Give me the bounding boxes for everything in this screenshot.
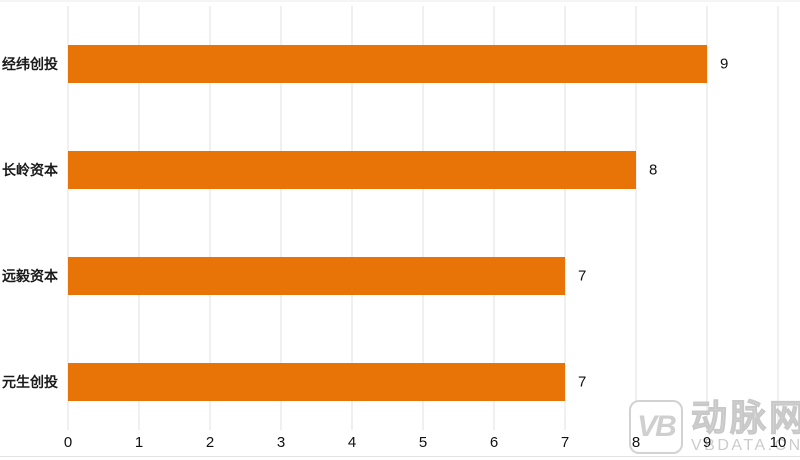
gridline (777, 6, 779, 430)
x-axis-tick-label: 3 (276, 434, 286, 451)
x-axis-tick-label: 0 (63, 434, 73, 451)
gridline (67, 6, 69, 430)
x-axis-tick-label: 1 (134, 434, 144, 451)
plot-area: 9 8 7 7 (67, 6, 779, 430)
gridline (280, 6, 282, 430)
category-label: 经纬创投 (2, 56, 58, 72)
x-axis-tick-label: 5 (418, 434, 428, 451)
bar-row: 9 (68, 6, 778, 112)
bar (68, 151, 636, 190)
gridline (635, 6, 637, 430)
chart-body: 经纬创投长岭资本远毅资本元生创投 9 8 7 7 (0, 6, 779, 430)
bar-row: 7 (68, 324, 778, 430)
x-axis-tick-label: 7 (560, 434, 570, 451)
x-axis-tick-label: 4 (347, 434, 357, 451)
gridline (422, 6, 424, 430)
bar-value-label: 9 (720, 55, 729, 73)
y-axis: 经纬创投长岭资本远毅资本元生创投 (0, 6, 68, 430)
x-axis-tick-label: 2 (205, 434, 215, 451)
bar-row: 8 (68, 112, 778, 218)
gridline (209, 6, 211, 430)
bar (68, 257, 565, 296)
gridline (138, 6, 140, 430)
bottom-border (0, 456, 800, 457)
category-label: 长岭资本 (2, 162, 58, 178)
x-axis-tick-label: 8 (631, 434, 641, 451)
gridline (706, 6, 708, 430)
bar (68, 363, 565, 402)
gridline (351, 6, 353, 430)
category-label: 元生创投 (2, 374, 58, 390)
bar-row: 7 (68, 218, 778, 324)
x-axis: 0 1 2 3 4 5 6 7 8 9 10 (64, 434, 787, 454)
category-label: 远毅资本 (2, 268, 58, 284)
x-axis-tick-label: 10 (769, 434, 787, 451)
bar (68, 45, 707, 84)
top-border (0, 0, 800, 2)
x-axis-tick-label: 9 (702, 434, 712, 451)
x-axis-tick-label: 6 (489, 434, 499, 451)
bar-value-label: 8 (649, 161, 658, 179)
bar-value-label: 7 (578, 373, 587, 391)
gridline (564, 6, 566, 430)
gridline (493, 6, 495, 430)
bar-value-label: 7 (578, 267, 587, 285)
